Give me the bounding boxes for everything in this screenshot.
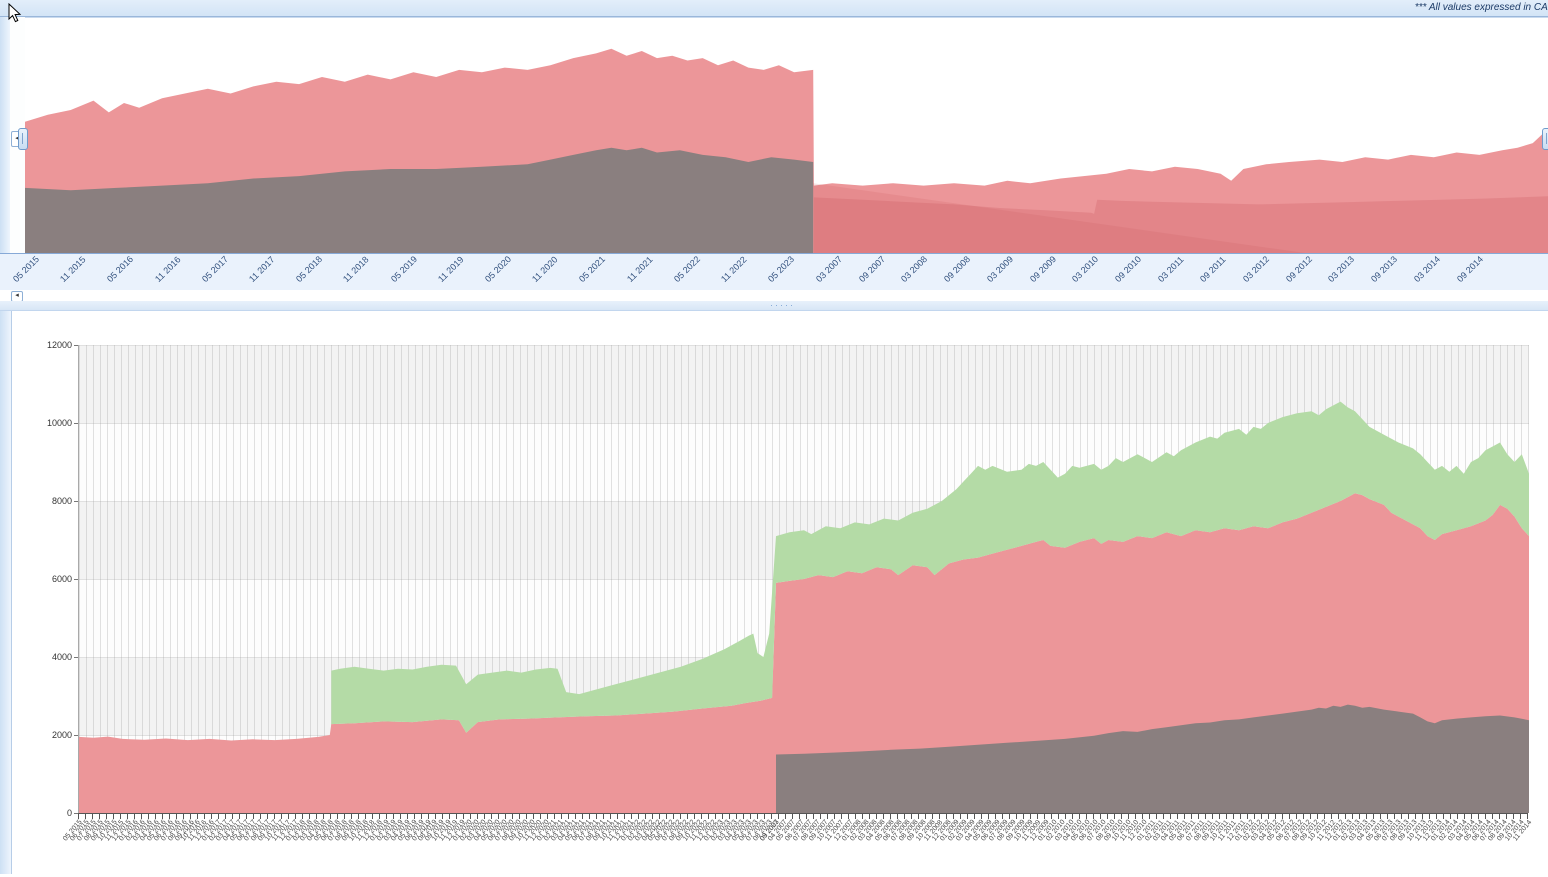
y-axis-label: 12000 xyxy=(46,340,72,350)
range-x-axis-label: 05 2022 xyxy=(671,253,702,285)
gray-series-area xyxy=(776,704,1529,813)
status-bar: *** All values expressed in CAD xyxy=(0,0,1548,17)
range-x-axis-label: 11 2015 xyxy=(58,254,88,285)
main-x-axis-labels: 05 2015 06 2015 07 2015 08 2015 09 2015 10 20… xyxy=(0,816,1548,874)
range-x-axis-label: 11 2020 xyxy=(530,254,560,285)
range-x-axis-label: 11 2018 xyxy=(341,254,372,285)
range-x-axis-label: 11 2019 xyxy=(435,254,466,285)
range-chart-canvas xyxy=(25,48,1548,254)
y-axis-tick xyxy=(74,813,78,814)
range-x-axis-label: 03 2008 xyxy=(899,253,930,285)
range-x-axis-label: 09 2011 xyxy=(1198,254,1228,285)
red-fade-area xyxy=(813,183,1312,254)
main-x-axis-ticks xyxy=(78,813,1528,819)
range-x-axis-label: 05 2017 xyxy=(199,253,230,285)
y-axis-label: 0 xyxy=(66,808,72,818)
splitter-grip-icon: ····· xyxy=(770,300,795,310)
y-axis-tick xyxy=(74,345,78,346)
range-x-axis-label: 03 2009 xyxy=(984,253,1015,285)
mouse-cursor-icon xyxy=(8,3,22,23)
range-x-axis-label: 03 2012 xyxy=(1241,253,1272,285)
y-axis-tick xyxy=(74,735,78,736)
range-x-axis-label: 05 2016 xyxy=(105,253,136,285)
range-x-axis-label: 03 2007 xyxy=(814,253,845,285)
green-series-area xyxy=(331,401,1529,733)
y-axis-label: 2000 xyxy=(51,730,72,740)
range-left-thumb[interactable] xyxy=(18,128,28,150)
range-x-axis-label: 09 2014 xyxy=(1454,253,1485,285)
range-x-axis: 05 2015 11 2015 05 2016 11 2016 05 2017 11 20… xyxy=(0,253,1548,291)
panel-splitter[interactable]: ····· xyxy=(0,301,1548,311)
range-x-axis-label: 11 2017 xyxy=(247,254,277,285)
range-x-axis-label: 05 2019 xyxy=(388,253,419,285)
y-axis-label: 8000 xyxy=(51,496,72,506)
range-x-axis-label: 05 2020 xyxy=(483,253,514,285)
y-axis-tick xyxy=(74,579,78,580)
y-axis-label: 6000 xyxy=(51,574,72,584)
range-x-axis-label: 09 2007 xyxy=(856,253,887,285)
red-inner-series-area xyxy=(813,196,1548,254)
range-x-axis-label: 05 2021 xyxy=(577,253,608,285)
range-x-axis-label: 03 2014 xyxy=(1411,253,1442,285)
scroll-left-icon: ◂ xyxy=(15,135,19,142)
range-x-axis-label: 05 2015 xyxy=(11,253,42,285)
range-x-axis-label: 09 2008 xyxy=(942,253,973,285)
range-x-axis-label: 11 2022 xyxy=(719,254,749,285)
y-axis-label: 4000 xyxy=(51,652,72,662)
range-x-axis-label: 05 2023 xyxy=(766,253,797,285)
main-chart-surface[interactable] xyxy=(78,345,1529,813)
range-selector-chart[interactable] xyxy=(25,17,1548,254)
y-axis-tick xyxy=(74,423,78,424)
y-axis-tick xyxy=(74,657,78,658)
status-note: *** All values expressed in CAD xyxy=(1414,2,1548,13)
range-x-axis-label: 03 2013 xyxy=(1326,253,1357,285)
range-x-axis-label: 09 2013 xyxy=(1369,253,1400,285)
range-x-axis-label: 09 2010 xyxy=(1112,253,1143,285)
gray-series-area xyxy=(25,147,814,254)
range-right-thumb[interactable] xyxy=(1542,128,1548,150)
main-left-edge-strip xyxy=(0,311,12,874)
range-x-axis-label: 05 2018 xyxy=(294,253,325,285)
range-x-axis-label: 03 2010 xyxy=(1070,253,1101,285)
range-x-axis-label: 11 2021 xyxy=(624,254,655,285)
range-x-axis-label: 03 2011 xyxy=(1155,254,1186,285)
range-x-axis-label: 11 2016 xyxy=(152,254,183,285)
range-x-axis-label: 09 2009 xyxy=(1027,253,1058,285)
range-x-axis-label: 09 2012 xyxy=(1283,253,1314,285)
y-axis-label: 10000 xyxy=(46,418,72,428)
scroll-left-icon: ◂ xyxy=(15,292,19,299)
main-chart-canvas xyxy=(79,401,1529,813)
y-axis-tick xyxy=(74,501,78,502)
